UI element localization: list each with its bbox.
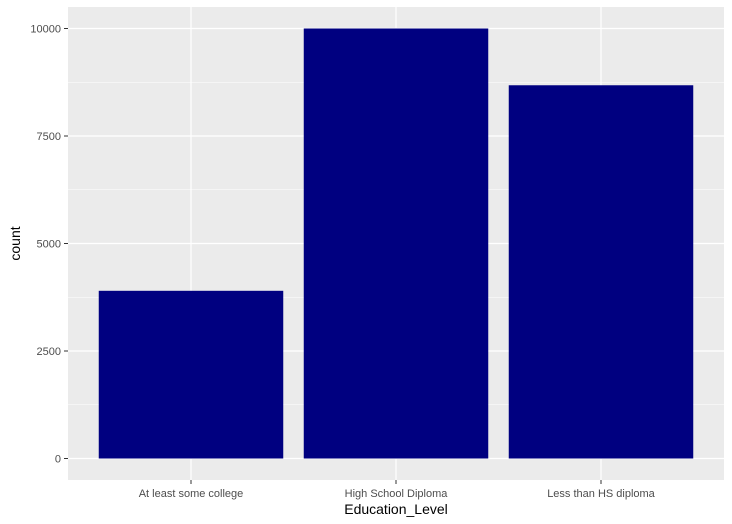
bar bbox=[98, 290, 284, 459]
x-tick-label: At least some college bbox=[139, 488, 244, 500]
y-tick-label: 2500 bbox=[37, 346, 61, 358]
bar bbox=[303, 28, 489, 459]
x-axis-title: Education_Level bbox=[344, 501, 448, 517]
bars bbox=[98, 28, 694, 459]
bar bbox=[508, 85, 694, 459]
y-tick-label: 5000 bbox=[37, 239, 61, 251]
y-tick-label: 0 bbox=[55, 454, 61, 466]
y-tick-label: 7500 bbox=[37, 131, 61, 143]
y-axis-title: count bbox=[7, 226, 23, 260]
x-tick-label: Less than HS diploma bbox=[547, 488, 655, 500]
x-axis: At least some college High School Diploma… bbox=[139, 480, 656, 500]
x-tick-label: High School Diploma bbox=[345, 488, 449, 500]
y-tick-label: 10000 bbox=[30, 24, 61, 36]
y-axis: 0 2500 5000 7500 10000 bbox=[30, 24, 68, 466]
